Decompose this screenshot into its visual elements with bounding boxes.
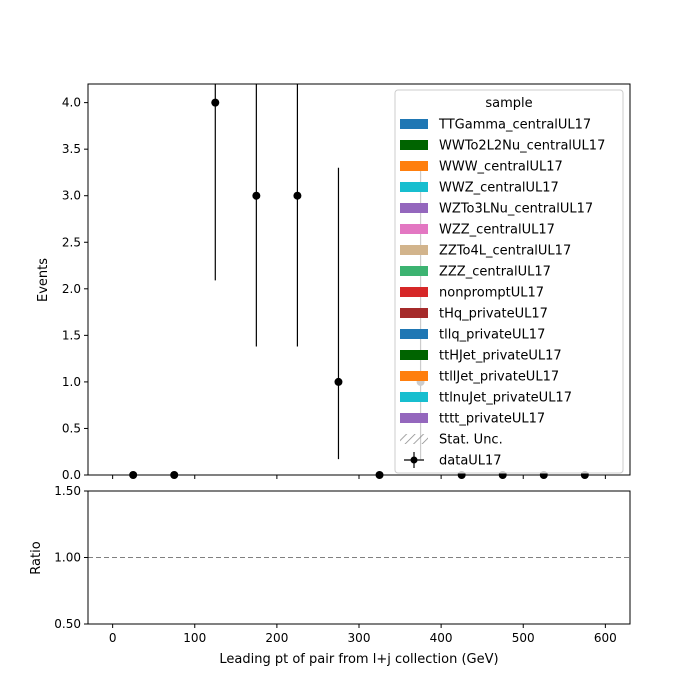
legend-title: sample: [485, 96, 532, 111]
legend-label: Stat. Unc.: [439, 433, 503, 448]
legend-swatch: [400, 308, 428, 318]
x-tick-label: 0: [109, 631, 117, 645]
legend-swatch: [400, 329, 428, 339]
legend-item: WWZ_centralUL17: [400, 181, 559, 196]
legend-swatch: [400, 392, 428, 402]
legend-item: ZZZ_centralUL17: [400, 265, 551, 280]
legend-swatch: [400, 161, 428, 171]
legend-hatch-swatch: [400, 434, 428, 444]
legend-item: WZZ_centralUL17: [400, 223, 555, 238]
legend-swatch: [400, 413, 428, 423]
legend-item: TTGamma_centralUL17: [400, 118, 591, 133]
legend-label: tllq_privateUL17: [439, 328, 545, 343]
legend-item: WWW_centralUL17: [400, 160, 563, 175]
legend-item: tttt_privateUL17: [400, 412, 545, 427]
legend-item: Stat. Unc.: [400, 433, 503, 448]
data-point: [211, 98, 220, 107]
legend-label: dataUL17: [439, 454, 502, 469]
legend-label: ttHJet_privateUL17: [439, 349, 562, 364]
main-y-tick-label: 2.0: [62, 282, 81, 296]
legend-item: WWTo2L2Nu_centralUL17: [400, 139, 605, 154]
main-y-tick-label: 4.0: [62, 96, 81, 110]
legend-swatch: [400, 203, 428, 213]
x-tick-label: 400: [430, 631, 453, 645]
x-tick-label: 300: [348, 631, 371, 645]
x-tick-label: 100: [183, 631, 206, 645]
x-tick-label: 500: [512, 631, 535, 645]
legend-label: tttt_privateUL17: [439, 412, 545, 427]
legend-label: ZZZ_centralUL17: [439, 265, 551, 280]
legend-marker: [410, 456, 418, 464]
legend-entries: TTGamma_centralUL17 WWTo2L2Nu_centralUL17…: [400, 118, 605, 469]
legend-label: WWW_centralUL17: [439, 160, 563, 175]
legend-label: TTGamma_centralUL17: [438, 118, 591, 133]
legend-label: WWTo2L2Nu_centralUL17: [439, 139, 605, 154]
data-point: [334, 377, 343, 386]
main-y-tick-label: 0.5: [62, 421, 81, 435]
legend-swatch: [400, 140, 428, 150]
legend-swatch: [400, 350, 428, 360]
legend-item: ttllJet_privateUL17: [400, 370, 559, 385]
ratio-y-axis-label: Ratio: [29, 541, 44, 574]
legend-item: tHq_privateUL17: [400, 307, 548, 322]
legend-swatch: [400, 287, 428, 297]
legend-swatch: [400, 119, 428, 129]
legend-swatch: [400, 182, 428, 192]
legend-item: ZZTo4L_centralUL17: [400, 244, 571, 259]
ratio-x-ticks: 0 100 200 300 400 500 600: [109, 624, 617, 645]
data-point: [293, 191, 302, 200]
legend-label: tHq_privateUL17: [439, 307, 548, 322]
legend-label: nonpromptUL17: [439, 286, 544, 301]
main-y-tick-label: 2.5: [62, 235, 81, 249]
ratio-y-tick-label: 1.50: [54, 484, 81, 498]
legend-item: WZTo3LNu_centralUL17: [400, 202, 593, 217]
legend-swatch: [400, 224, 428, 234]
legend-item: ttHJet_privateUL17: [400, 349, 562, 364]
main-y-tick-label: 1.0: [62, 375, 81, 389]
ratio-y-ticks: 0.50 1.00 1.50: [54, 484, 88, 631]
x-axis-label: Leading pt of pair from l+j collection (…: [219, 652, 498, 667]
legend-label: WZTo3LNu_centralUL17: [439, 202, 593, 217]
main-y-tick-label: 0.0: [62, 468, 81, 482]
x-tick-label: 200: [265, 631, 288, 645]
main-y-ticks: 0.0 0.5 1.0 1.5 2.0 2.5 3.0 3.5 4.0: [62, 96, 88, 482]
legend-item: tllq_privateUL17: [400, 328, 545, 343]
main-y-axis-label: Events: [36, 258, 51, 302]
ratio-y-tick-label: 1.00: [54, 551, 81, 565]
legend: sample TTGamma_centralUL17 WWTo2L2Nu_cent…: [394, 89, 624, 474]
legend-label: ttlnuJet_privateUL17: [439, 391, 572, 406]
main-x-ticks: [112, 475, 606, 479]
legend-item: ttlnuJet_privateUL17: [400, 391, 572, 406]
legend-swatch: [400, 245, 428, 255]
legend-swatch: [400, 266, 428, 276]
legend-label: WWZ_centralUL17: [439, 181, 559, 196]
main-y-tick-label: 3.5: [62, 142, 81, 156]
ratio-plot-panel: 0.50 1.00 1.50 0 100 200 300 400 500 600 Ratio L…: [29, 484, 631, 667]
legend-label: ZZTo4L_centralUL17: [439, 244, 571, 259]
main-plot-border: [87, 83, 631, 476]
x-tick-label: 600: [594, 631, 617, 645]
ratio-plot-border: [87, 490, 631, 625]
data-point: [252, 191, 261, 200]
legend-label: WZZ_centralUL17: [439, 223, 555, 238]
legend-item: nonpromptUL17: [400, 286, 544, 301]
ratio-y-tick-label: 0.50: [54, 617, 81, 631]
legend-box: [394, 89, 624, 474]
legend-item: dataUL17: [404, 452, 502, 469]
legend-swatch: [400, 371, 428, 381]
main-y-tick-label: 1.5: [62, 328, 81, 342]
legend-label: ttllJet_privateUL17: [439, 370, 559, 385]
main-y-tick-label: 3.0: [62, 189, 81, 203]
